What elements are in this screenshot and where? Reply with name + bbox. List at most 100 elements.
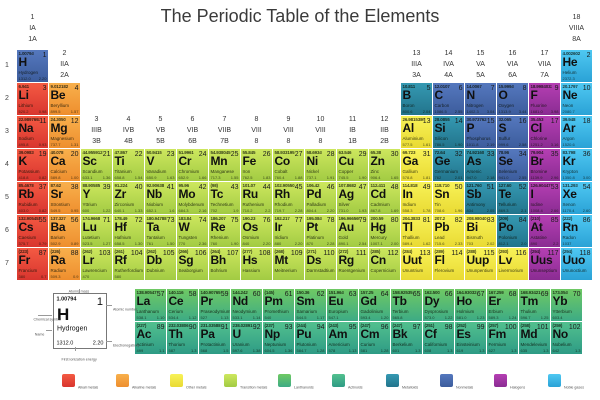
element-cell-xe[interactable]: 131.293 54 Xe Xenon 1170.4 2.60 [561, 182, 592, 214]
element-cell-gd[interactable]: 157.25 64 Gd Gadolinium 593.4 1.20 [359, 289, 391, 321]
element-cell-li[interactable]: 6.941 3 Li Lithium 520.2 0.98 [17, 83, 48, 115]
element-cell-al[interactable]: 26.9815386 13 Al Aluminium 577.5 1.61 [401, 116, 432, 148]
element-cell-n[interactable]: 14.0067 7 N Nitrogen 1402.3 3.04 [465, 83, 496, 115]
element-cell-hg[interactable]: 200.59 80 Hg Mercury 1007.1 2.00 [369, 215, 400, 247]
element-cell-y[interactable]: 88.90585 39 Y Yttrium 600 1.22 [81, 182, 112, 214]
element-cell-sr[interactable]: 87.62 38 Sr Strontium 549.5 0.95 [49, 182, 80, 214]
element-cell-yb[interactable]: 173.054 70 Yb Ytterbium 603.4 [551, 289, 583, 321]
element-cell-k[interactable]: 39.0983 19 K Potassium 418.8 0.82 [17, 149, 48, 181]
element-cell-cm[interactable]: (247) 96 Cm Curium 581 1.28 [359, 322, 391, 354]
element-cell-uus[interactable]: (294) 117 Uus Ununseptium [529, 248, 560, 280]
element-cell-lv[interactable]: (293) 116 Lv Livermorium [497, 248, 528, 280]
element-cell-u[interactable]: 238.02891 92 U Uranium 597.6 1.38 [231, 322, 263, 354]
element-cell-c[interactable]: 12.0107 6 C Carbon 1086.5 2.55 [433, 83, 464, 115]
element-cell-ho[interactable]: 164.93032 67 Ho Holmium 581.0 1.23 [455, 289, 487, 321]
element-cell-ru[interactable]: 101.07 44 Ru Ruthenium 710.2 2.2 [241, 182, 272, 214]
element-cell-sc[interactable]: 44.955912 21 Sc Scandium 633.1 1.36 [81, 149, 112, 181]
element-cell-ge[interactable]: 72.64 32 Ge Germanium 762 2.01 [433, 149, 464, 181]
element-cell-ta[interactable]: 180.94788 73 Ta Tantalum 761 1.50 [145, 215, 176, 247]
element-cell-zr[interactable]: 91.224 40 Zr Zirconium 640.1 1.33 [113, 182, 144, 214]
element-cell-bi[interactable]: 208.98040 83 Bi Bismuth 703 2.02 [465, 215, 496, 247]
element-cell-hs[interactable]: (277) 108 Hs Hassium [241, 248, 272, 280]
element-cell-ti[interactable]: 47.867 22 Ti Titanium 658.8 1.54 [113, 149, 144, 181]
element-cell-rf[interactable]: (261) 104 Rf Rutherfordium 580 [113, 248, 144, 280]
element-cell-ni[interactable]: 58.6934 28 Ni Nickel 737.1 1.91 [305, 149, 336, 181]
element-cell-sm[interactable]: 150.36 62 Sm Samarium 544.5 1.17 [295, 289, 327, 321]
element-cell-er[interactable]: 167.259 68 Er Erbium 589.3 1.24 [487, 289, 519, 321]
element-cell-o[interactable]: 15.9994 8 O Oxygen 1313.9 3.44 [497, 83, 528, 115]
element-cell-mn[interactable]: 54.938045 25 Mn Manganese 717.3 1.55 [209, 149, 240, 181]
element-cell-i[interactable]: 126.90447 53 I Iodine 1008.4 2.66 [529, 182, 560, 214]
element-cell-ne[interactable]: 20.1797 10 Ne Neon 2080.7 [561, 83, 592, 115]
element-cell-mt[interactable]: (268) 109 Mt Meitnerium [273, 248, 304, 280]
element-cell-be[interactable]: 9.012182 4 Be Beryllium 899.5 1.57 [49, 83, 80, 115]
element-cell-f[interactable]: 18.9984032 9 F Fluorine 1681.0 3.98 [529, 83, 560, 115]
element-cell-rn[interactable]: (222) 86 Rn Radon 1037 [561, 215, 592, 247]
element-cell-pd[interactable]: 106.42 46 Pd Palladium 804.4 2.20 [305, 182, 336, 214]
element-cell-lu[interactable]: 174.9668 71 Lu Lutetium 523.5 1.27 [81, 215, 112, 247]
element-cell-rb[interactable]: 85.4678 37 Rb Rubidium 403.0 0.82 [17, 182, 48, 214]
element-cell-uup[interactable]: (288) 115 Uup Ununpentium [465, 248, 496, 280]
element-cell-h[interactable]: 1.00794 1 H Hydrogen 1312.0 2.20 [17, 50, 48, 82]
element-cell-co[interactable]: 58.933195 27 Co Cobalt 760.4 1.88 [273, 149, 304, 181]
element-cell-th[interactable]: 232.03806 90 Th Thorium 587 1.3 [167, 322, 199, 354]
element-cell-pu[interactable]: (244) 94 Pu Plutonium 584.7 1.28 [295, 322, 327, 354]
element-cell-pt[interactable]: 195.084 78 Pt Platinum 870 2.28 [305, 215, 336, 247]
element-cell-bh[interactable]: (264) 107 Bh Bohrium [209, 248, 240, 280]
element-cell-ce[interactable]: 140.116 58 Ce Cerium 534.4 1.12 [167, 289, 199, 321]
element-cell-cl[interactable]: 35.453 17 Cl Chlorine 1251.2 3.16 [529, 116, 560, 148]
element-cell-s[interactable]: 32.065 16 S Sulfur 999.6 2.58 [497, 116, 528, 148]
element-cell-fl[interactable]: (289) 114 Fl Flerovium [433, 248, 464, 280]
element-cell-tl[interactable]: 204.3833 81 Tl Thallium 589.4 1.62 [401, 215, 432, 247]
element-cell-in[interactable]: 114.818 49 In Indium 558.3 1.78 [401, 182, 432, 214]
element-cell-hf[interactable]: 178.49 72 Hf Hafnium 658.5 1.30 [113, 215, 144, 247]
element-cell-ga[interactable]: 69.723 31 Ga Gallium 578.8 1.81 [401, 149, 432, 181]
element-cell-pb[interactable]: 207.2 82 Pb Lead 715.6 2.33 [433, 215, 464, 247]
element-cell-as[interactable]: 74.92160 33 As Arsenic 947.0 2.18 [465, 149, 496, 181]
element-cell-p[interactable]: 30.973762 15 P Phosphorus 1011.8 2.19 [465, 116, 496, 148]
element-cell-cf[interactable]: (251) 98 Cf Californium 608 1.3 [423, 322, 455, 354]
element-cell-cd[interactable]: 112.411 48 Cd Cadmium 867.8 1.69 [369, 182, 400, 214]
element-cell-kr[interactable]: 83.798 36 Kr Krypton 1350.8 3.00 [561, 149, 592, 181]
element-cell-ag[interactable]: 107.8682 47 Ag Silver 731.0 1.93 [337, 182, 368, 214]
element-cell-po[interactable]: (209) 84 Po Polonium 812.1 2.0 [497, 215, 528, 247]
element-cell-db[interactable]: (262) 105 Db Dubnium [145, 248, 176, 280]
element-cell-rg[interactable]: (272) 111 Rg Roentgenium [337, 248, 368, 280]
element-cell-fr[interactable]: (223) 87 Fr Francium 380 0.7 [17, 248, 48, 280]
element-cell-os[interactable]: 190.23 76 Os Osmium 840 2.20 [241, 215, 272, 247]
element-cell-ac[interactable]: (227) 89 Ac Actinium 499 1.1 [135, 322, 167, 354]
element-cell-fe[interactable]: 55.845 26 Fe Iron 762.5 1.83 [241, 149, 272, 181]
element-cell-tb[interactable]: 158.92535 65 Tb Terbium 565.8 [391, 289, 423, 321]
element-cell-at[interactable]: (210) 85 At Astatine 890 2.2 [529, 215, 560, 247]
element-cell-am[interactable]: (243) 95 Am Americium 578 1.13 [327, 322, 359, 354]
element-cell-sg[interactable]: (266) 106 Sg Seaborgium [177, 248, 208, 280]
element-cell-uuo[interactable]: (294) 118 Uuo Ununoctium [561, 248, 592, 280]
element-cell-he[interactable]: 4.002602 2 He Helium 2372.3 [561, 50, 592, 82]
element-cell-lr[interactable]: (262) 103 Lr Lawrencium 470 [81, 248, 112, 280]
element-cell-ca[interactable]: 40.078 20 Ca Calcium 589.8 1.00 [49, 149, 80, 181]
element-cell-fm[interactable]: (257) 100 Fm Fermium 627 1.3 [487, 322, 519, 354]
element-cell-re[interactable]: 186.207 75 Re Rhenium 760 1.90 [209, 215, 240, 247]
element-cell-pa[interactable]: 231.03588 91 Pa Protactinium 568 1.5 [199, 322, 231, 354]
element-cell-b[interactable]: 10.811 5 B Boron 800.6 2.04 [401, 83, 432, 115]
element-cell-uut[interactable]: (284) 113 Uut Ununtrium [401, 248, 432, 280]
element-cell-w[interactable]: 183.84 74 W Tungsten 770 2.36 [177, 215, 208, 247]
element-cell-mo[interactable]: 95.96 42 Mo Molybdenum 684.3 2.16 [177, 182, 208, 214]
element-cell-ir[interactable]: 192.217 77 Ir Iridium 880 2.20 [273, 215, 304, 247]
element-cell-nb[interactable]: 92.90638 41 Nb Niobium 652.1 1.6 [145, 182, 176, 214]
element-cell-tc[interactable]: (98) 43 Tc Technetium 702 1.9 [209, 182, 240, 214]
element-cell-ar[interactable]: 39.948 18 Ar Argon 1520.6 [561, 116, 592, 148]
element-cell-mg[interactable]: 24.3050 12 Mg Magnesium 737.7 1.31 [49, 116, 80, 148]
element-cell-no[interactable]: (259) 102 No Nobelium 642 1.3 [551, 322, 583, 354]
element-cell-cn[interactable]: (285) 112 Cn Copernicium [369, 248, 400, 280]
element-cell-la[interactable]: 138.90547 57 La Lanthanum 538.1 1.10 [135, 289, 167, 321]
element-cell-si[interactable]: 28.0855 14 Si Silicon 786.5 1.90 [433, 116, 464, 148]
element-cell-eu[interactable]: 151.964 63 Eu Europium 547.1 [327, 289, 359, 321]
element-cell-es[interactable]: (252) 99 Es Einsteinium 619 1.3 [455, 322, 487, 354]
element-cell-pm[interactable]: (145) 61 Pm Promethium 540 [263, 289, 295, 321]
element-cell-sb[interactable]: 121.760 51 Sb Antimony 834 2.05 [465, 182, 496, 214]
element-cell-zn[interactable]: 65.38 30 Zn Zinc 906.4 1.65 [369, 149, 400, 181]
element-cell-md[interactable]: (258) 101 Md Mendelevium 635 1.3 [519, 322, 551, 354]
